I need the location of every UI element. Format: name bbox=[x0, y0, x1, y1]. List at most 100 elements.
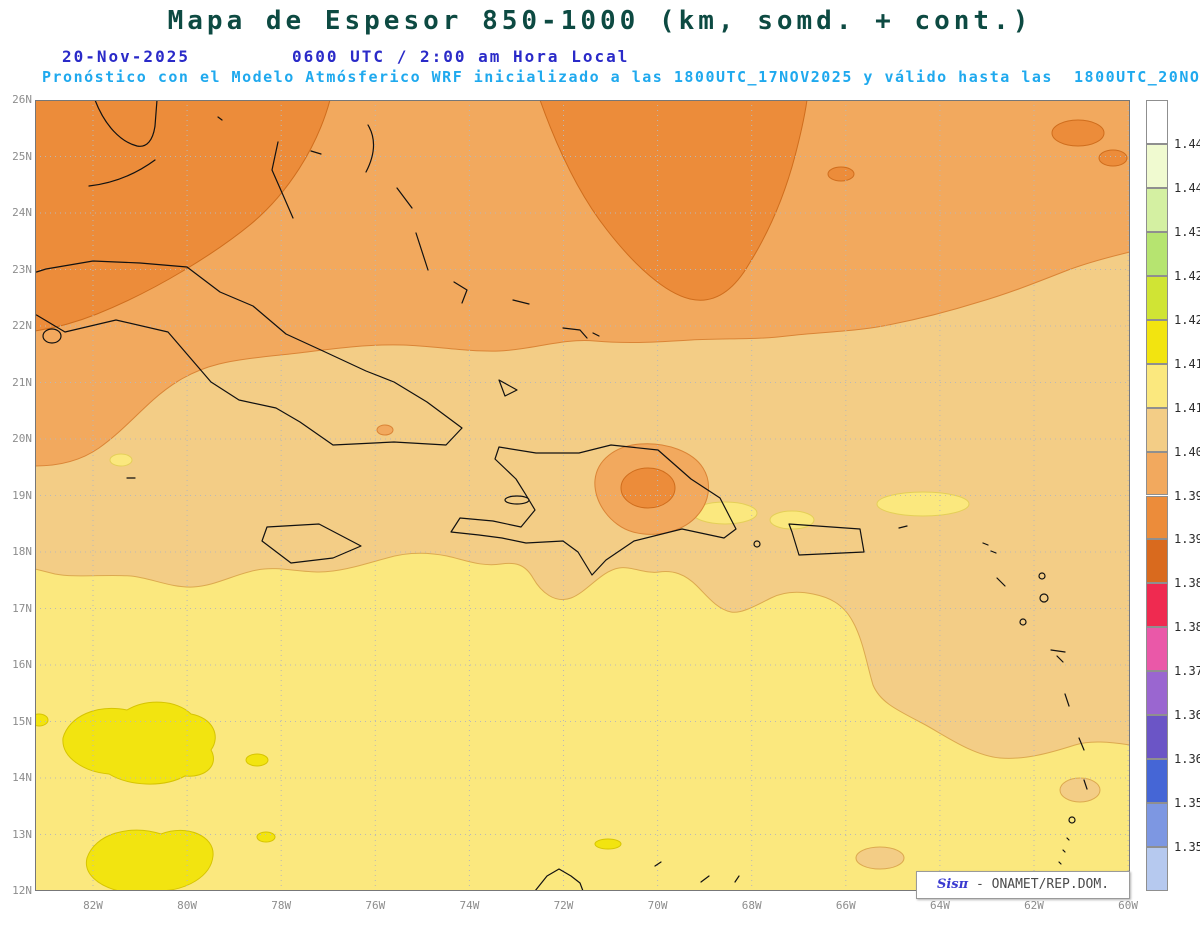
field-patch bbox=[245, 753, 269, 767]
forecast-label: Pronóstico con el Modelo Atmósferico WRF… bbox=[42, 68, 1200, 86]
colorbar-segment bbox=[1146, 803, 1168, 848]
map-frame bbox=[35, 100, 1130, 891]
field-pocket bbox=[769, 510, 815, 530]
colorbar-label: 1.428 bbox=[1174, 268, 1200, 283]
colorbar-segment bbox=[1146, 231, 1168, 276]
lat-label: 20N bbox=[12, 432, 32, 445]
colorbar-segment bbox=[1146, 627, 1168, 672]
org-label: - ONAMET/REP.DOM. bbox=[968, 877, 1110, 892]
colorbar-segment bbox=[1146, 407, 1168, 452]
field-patch bbox=[256, 831, 276, 843]
colorbar-segment bbox=[1146, 847, 1168, 891]
coast-cuba bbox=[35, 260, 463, 479]
lon-label: 82W bbox=[83, 899, 103, 912]
field-regions bbox=[35, 100, 1130, 891]
date-label: 20-Nov-2025 bbox=[62, 47, 190, 66]
colorbar-label: 1.38 bbox=[1174, 620, 1200, 635]
lon-label: 74W bbox=[459, 899, 480, 912]
field-level-1.392-1.398 bbox=[539, 100, 808, 301]
coast-south-america bbox=[534, 861, 740, 891]
colorbar-segment bbox=[1146, 275, 1168, 320]
colorbar-label: 1.368 bbox=[1174, 708, 1200, 723]
colorbar-label: 1.398 bbox=[1174, 488, 1200, 503]
field-patch bbox=[35, 713, 49, 727]
lon-label: 76W bbox=[365, 899, 386, 912]
lon-label: 64W bbox=[929, 899, 950, 912]
colorbar-segment bbox=[1146, 319, 1168, 364]
field-patch bbox=[376, 424, 394, 436]
lon-label: 78W bbox=[271, 899, 292, 912]
page-title: Mapa de Espesor 850-1000 (km, somd. + co… bbox=[167, 6, 1033, 36]
coast-jamaica bbox=[261, 523, 362, 564]
colorbar-label: 1.44 bbox=[1174, 180, 1200, 195]
coast-florida bbox=[88, 100, 223, 187]
colorbar-segment bbox=[1146, 143, 1168, 188]
colorbar-label: 1.362 bbox=[1174, 752, 1200, 767]
lat-label: 19N bbox=[12, 488, 32, 502]
graticule bbox=[35, 100, 1130, 891]
colorbar-segment bbox=[1146, 759, 1168, 804]
coast-bahamas bbox=[271, 124, 600, 397]
map-canvas bbox=[35, 100, 1130, 891]
coast-lesser-antilles bbox=[982, 542, 1088, 885]
colorbar-label: 1.446 bbox=[1174, 136, 1200, 151]
lat-label: 17N bbox=[12, 601, 32, 615]
lat-label: 14N bbox=[12, 771, 32, 784]
field-patch bbox=[1051, 119, 1105, 147]
colorbar-label: 1.374 bbox=[1174, 664, 1200, 679]
colorbar-label: 1.422 bbox=[1174, 312, 1200, 327]
lon-label: 72W bbox=[553, 899, 574, 912]
colorbar-segment bbox=[1146, 451, 1168, 496]
colorbar-label: 1.386 bbox=[1174, 576, 1200, 591]
lon-label: 70W bbox=[647, 899, 668, 912]
field-pocket bbox=[109, 453, 133, 467]
coastlines bbox=[35, 100, 1088, 891]
field-patch bbox=[1059, 777, 1101, 803]
colorbar-label: 1.356 bbox=[1174, 796, 1200, 811]
field-level-1.392-1.398 bbox=[35, 100, 331, 332]
field-pocket bbox=[876, 491, 970, 517]
lat-label: 18N bbox=[12, 545, 32, 558]
lat-label: 22N bbox=[12, 319, 32, 332]
lat-label: 15N bbox=[12, 714, 32, 728]
credit-box: Sisπ - ONAMET/REP.DOM. bbox=[916, 871, 1130, 899]
colorbar-segment bbox=[1146, 671, 1168, 716]
colorbar-segment bbox=[1146, 715, 1168, 760]
lat-label: 23N bbox=[12, 262, 32, 276]
colorbar-label: 1.416 bbox=[1174, 356, 1200, 371]
time-label: 0600 UTC / 2:00 am Hora Local bbox=[292, 47, 630, 66]
field-level-1.416-1.422 bbox=[85, 829, 214, 891]
brand-label: Sisπ bbox=[936, 877, 969, 892]
coast-puerto-rico bbox=[788, 523, 908, 556]
colorbar: 1.446 1.44 1.434 1.428 1.422 1.416 1.41 1.404 1.… bbox=[1146, 100, 1200, 891]
field-patch bbox=[855, 846, 905, 870]
colorbar-label: 1.35 bbox=[1174, 840, 1200, 855]
field-patch bbox=[827, 166, 855, 182]
colorbar-label: 1.404 bbox=[1174, 444, 1200, 459]
field-level-1.398-1.404 bbox=[35, 100, 1130, 467]
lat-label: 25N bbox=[12, 149, 32, 163]
colorbar-segment bbox=[1146, 539, 1168, 584]
lon-label: 62W bbox=[1024, 899, 1044, 912]
lat-label: 26N bbox=[12, 93, 32, 106]
colorbar-segment bbox=[1146, 495, 1168, 540]
field-patch bbox=[1098, 149, 1128, 167]
colorbar-segment bbox=[1146, 363, 1168, 408]
lon-label: 80W bbox=[177, 899, 198, 912]
colorbar-label: 1.392 bbox=[1174, 532, 1200, 547]
lon-label: 66W bbox=[835, 899, 856, 912]
lat-label: 12N bbox=[12, 884, 32, 897]
lon-label: 68W bbox=[741, 899, 762, 912]
lat-label: 21N bbox=[12, 375, 32, 389]
lon-label: 60W bbox=[1118, 899, 1139, 912]
field-patch-hispaniola-core bbox=[620, 467, 676, 509]
colorbar-segment bbox=[1146, 100, 1168, 144]
coast-hispaniola bbox=[450, 444, 761, 576]
field-patch bbox=[594, 838, 622, 850]
colorbar-label: 1.434 bbox=[1174, 224, 1200, 239]
lat-label: 24N bbox=[12, 206, 32, 219]
lat-label: 16N bbox=[12, 658, 32, 671]
lat-label: 13N bbox=[12, 827, 32, 841]
colorbar-segment bbox=[1146, 583, 1168, 628]
